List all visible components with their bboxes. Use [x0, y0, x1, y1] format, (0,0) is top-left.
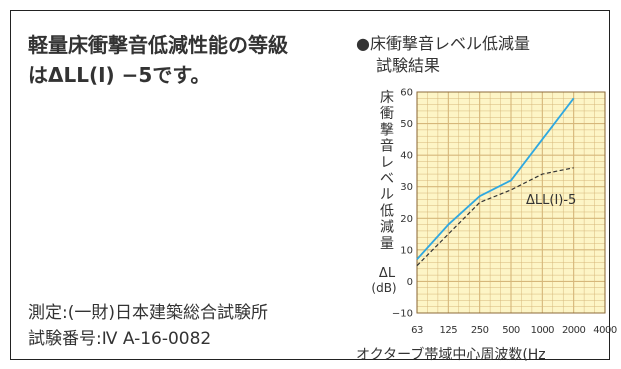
y-label-char: 減 — [380, 219, 394, 236]
y-label-symbol: ΔL — [379, 266, 396, 281]
y-label-char: レ — [380, 155, 394, 171]
y-label-char: 衝 — [380, 106, 394, 122]
series-group: ΔLL(I)-5 — [416, 97, 576, 267]
y-label-char: 低 — [380, 203, 394, 219]
chart-title: ●床衝撃音レベル低減量 試験結果 — [356, 33, 530, 77]
y-label-char: ベ — [380, 171, 394, 187]
y-tick-label: −10 — [392, 309, 413, 320]
headline-line-2: はΔLL(I) −5です。 — [28, 63, 211, 87]
x-tick-label: 1000 — [531, 325, 555, 336]
measurement-org: 測定:(一財)日本建築総合試験所 — [28, 303, 268, 323]
y-tick-label: 10 — [400, 245, 413, 256]
x-tick-label: 2000 — [562, 325, 586, 336]
y-label-char: ル — [380, 187, 394, 203]
x-tick-label: 125 — [440, 325, 458, 336]
chart-title-line-1: ●床衝撃音レベル低減量 — [356, 34, 530, 53]
y-label-unit: (dB) — [371, 281, 396, 295]
y-axis-label: 床衝撃音レベル低減量 ΔL(dB) — [371, 90, 396, 295]
series-dashed-line — [416, 167, 574, 267]
y-tick-label: 50 — [400, 119, 413, 130]
x-tick-labels: 63 125 250 500 1000 2000 4000 — [411, 325, 617, 336]
x-tick-label: 500 — [502, 325, 520, 336]
y-tick-label: 60 — [400, 88, 413, 99]
y-tick-label: 30 — [400, 182, 413, 193]
headline: 軽量床衝撃音低減性能の等級 はΔLL(I) −5です。 — [28, 30, 348, 90]
plot-border — [416, 91, 606, 314]
y-tick-labels: −10 0 10 20 30 40 50 60 — [392, 88, 413, 320]
x-tick-label: 4000 — [593, 325, 617, 336]
test-number: 試験番号:Ⅳ A-16-0082 — [28, 329, 212, 349]
series-solid-line — [416, 97, 575, 260]
panel-frame — [10, 10, 610, 360]
chart-title-line-2: 試験結果 — [376, 56, 441, 75]
series-label: ΔLL(I)-5 — [526, 193, 576, 208]
test-info: 測定:(一財)日本建築総合試験所 試験番号:Ⅳ A-16-0082 — [28, 300, 268, 352]
y-tick-label: 0 — [407, 277, 413, 288]
y-tick-label: 40 — [400, 151, 413, 162]
grid — [416, 91, 606, 314]
y-label-char: 床 — [380, 90, 394, 106]
y-label-char: 音 — [380, 138, 394, 155]
y-tick-label: 20 — [400, 214, 413, 225]
y-label-char: 量 — [380, 236, 394, 252]
headline-line-1: 軽量床衝撃音低減性能の等級 — [28, 33, 288, 57]
x-axis-label: オクターブ帯域中心周波数(Hz — [356, 346, 546, 363]
x-tick-label: 63 — [411, 325, 423, 336]
y-label-char: 撃 — [380, 122, 394, 138]
x-tick-label: 250 — [471, 325, 489, 336]
